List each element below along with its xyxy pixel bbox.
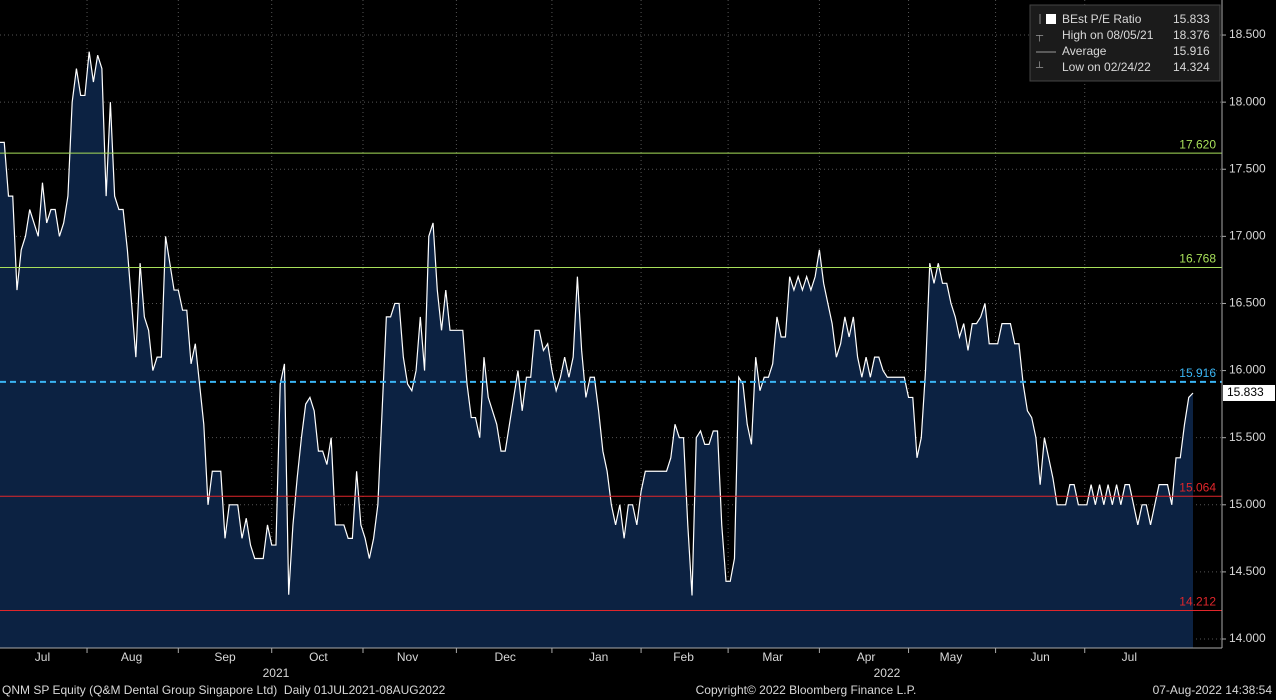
legend-value: 15.916 bbox=[1173, 44, 1210, 58]
legend-value: 18.376 bbox=[1173, 28, 1210, 42]
x-tick-label: Nov bbox=[397, 650, 418, 664]
year-label: 2021 bbox=[263, 666, 290, 680]
legend-label: High on 08/05/21 bbox=[1062, 28, 1154, 42]
x-tick-label: Jul bbox=[1122, 650, 1137, 664]
legend-box bbox=[1029, 4, 1221, 82]
legend-value: 15.833 bbox=[1173, 12, 1210, 26]
x-tick-label: Feb bbox=[673, 650, 694, 664]
x-tick-label: Dec bbox=[495, 650, 516, 664]
legend-label: Average bbox=[1062, 44, 1107, 58]
x-tick-label: Jan bbox=[589, 650, 608, 664]
y-tick-label: 17.500 bbox=[1229, 161, 1266, 175]
x-tick-label: Oct bbox=[309, 650, 328, 664]
reference-label: 15.064 bbox=[1179, 480, 1216, 494]
legend-label: Low on 02/24/22 bbox=[1062, 60, 1151, 74]
x-tick-label: Apr bbox=[857, 650, 876, 664]
x-tick-label: Mar bbox=[762, 650, 783, 664]
year-label: 2022 bbox=[874, 666, 901, 680]
legend-label: BEst P/E Ratio bbox=[1062, 12, 1142, 26]
x-tick-label: Jun bbox=[1030, 650, 1049, 664]
axes: 14.000 14.500 15.000 15.500 16.000 16.500 17.0… bbox=[35, 27, 1275, 680]
copyright: Copyright© 2022 Bloomberg Finance L.P. bbox=[696, 683, 917, 697]
legend: BEst P/E Ratio 15.833 ┬ High on 08/05/21… bbox=[1029, 4, 1221, 82]
last-value-tag bbox=[1223, 384, 1275, 401]
y-tick-label: 16.500 bbox=[1229, 296, 1266, 310]
reference-label: 17.620 bbox=[1179, 137, 1216, 151]
area bbox=[0, 51, 1193, 649]
source-note: QNM SP Equity (Q&M Dental Group Singapor… bbox=[2, 683, 446, 697]
legend-swatch bbox=[1046, 14, 1056, 24]
x-tick-label: Sep bbox=[214, 650, 236, 664]
timestamp: 07-Aug-2022 14:38:54 bbox=[1153, 683, 1273, 697]
y-tick-label: 15.500 bbox=[1229, 430, 1266, 444]
y-tick-label: 18.000 bbox=[1229, 94, 1266, 108]
line bbox=[0, 51, 1194, 596]
x-tick-label: May bbox=[940, 650, 963, 664]
legend-icon: ┴ bbox=[1035, 61, 1044, 74]
reference-label: 15.916 bbox=[1179, 366, 1216, 380]
reference-lines: 17.620 16.768 15.916 15.064 14.212 bbox=[0, 137, 1222, 612]
legend-icon: ┬ bbox=[1035, 31, 1044, 42]
reference-label: 14.212 bbox=[1179, 595, 1216, 609]
y-tick-label: 14.000 bbox=[1229, 631, 1266, 645]
y-tick-label: 16.000 bbox=[1229, 363, 1266, 377]
x-tick-label: Jul bbox=[35, 650, 50, 664]
y-tick-label: 17.000 bbox=[1229, 229, 1266, 243]
y-tick-label: 18.500 bbox=[1229, 27, 1266, 41]
reference-label: 16.768 bbox=[1179, 252, 1216, 266]
y-tick-label: 14.500 bbox=[1229, 564, 1266, 578]
plot bbox=[0, 51, 1194, 649]
legend-value: 14.324 bbox=[1173, 60, 1210, 74]
y-tick-label: 15.000 bbox=[1229, 497, 1266, 511]
x-tick-label: Aug bbox=[121, 650, 142, 664]
last-value-label: 15.833 bbox=[1227, 385, 1264, 399]
